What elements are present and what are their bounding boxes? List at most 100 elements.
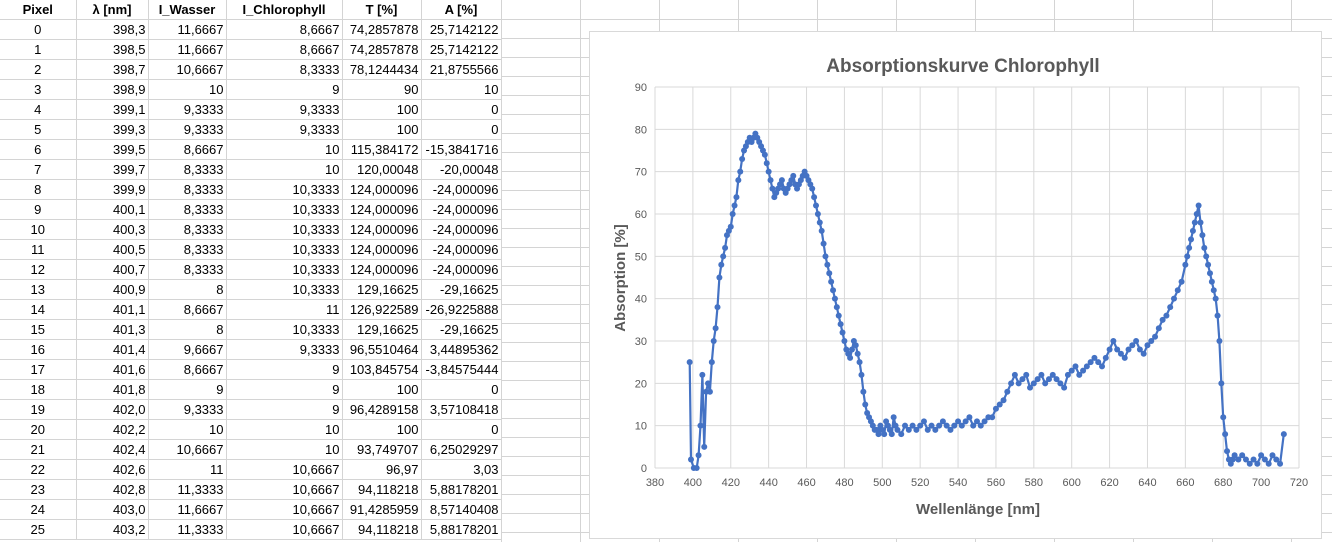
header-cell[interactable]: Pixel: [0, 0, 77, 20]
data-point[interactable]: [687, 456, 694, 463]
data-point[interactable]: [970, 422, 977, 429]
table-cell[interactable]: 78,1244434: [342, 59, 422, 80]
data-point[interactable]: [958, 422, 965, 429]
data-point[interactable]: [733, 194, 740, 201]
table-cell[interactable]: 90: [342, 79, 422, 100]
table-cell[interactable]: 8,3333: [226, 59, 343, 80]
header-cell[interactable]: λ [nm]: [76, 0, 149, 20]
table-cell[interactable]: 126,922589: [342, 299, 422, 320]
data-point[interactable]: [1170, 295, 1177, 302]
data-point[interactable]: [1188, 236, 1195, 243]
table-cell[interactable]: 5: [0, 119, 77, 140]
data-point[interactable]: [1218, 380, 1225, 387]
data-point[interactable]: [875, 431, 882, 438]
data-point[interactable]: [839, 329, 846, 336]
table-cell[interactable]: 6,25029297: [421, 439, 502, 460]
data-point[interactable]: [841, 338, 848, 344]
data-point[interactable]: [1076, 371, 1083, 378]
data-point[interactable]: [1193, 211, 1200, 217]
data-point[interactable]: [992, 405, 999, 412]
data-point[interactable]: [1038, 371, 1045, 378]
data-point[interactable]: [1258, 452, 1265, 459]
data-point[interactable]: [1099, 363, 1106, 370]
table-cell[interactable]: 124,000096: [342, 219, 422, 240]
data-point[interactable]: [1163, 312, 1170, 319]
table-cell[interactable]: 8: [148, 319, 227, 340]
table-cell[interactable]: 10,6667: [226, 519, 343, 540]
table-cell[interactable]: 96,97: [342, 459, 422, 480]
data-point[interactable]: [765, 168, 772, 175]
table-cell[interactable]: 400,3: [76, 219, 149, 240]
table-row[interactable]: 16 401,4 9,6667 9,3333 96,5510464 3,44895362: [0, 339, 502, 360]
data-point[interactable]: [943, 422, 950, 429]
table-row[interactable]: 23 402,8 11,3333 10,6667 94,118218 5,88178201: [0, 479, 502, 500]
table-cell[interactable]: 115,384172: [342, 139, 422, 160]
data-point[interactable]: [1008, 380, 1015, 387]
data-point[interactable]: [928, 422, 935, 429]
data-point[interactable]: [1091, 354, 1098, 361]
table-cell[interactable]: 400,1: [76, 199, 149, 220]
data-point[interactable]: [830, 287, 837, 294]
table-cell[interactable]: 11,6667: [148, 19, 227, 40]
data-point[interactable]: [820, 240, 827, 247]
data-point[interactable]: [1023, 371, 1030, 378]
table-cell[interactable]: 124,000096: [342, 179, 422, 200]
table-cell[interactable]: 8,6667: [148, 139, 227, 160]
table-cell[interactable]: 9: [226, 359, 343, 380]
data-point[interactable]: [778, 177, 785, 184]
data-point[interactable]: [767, 177, 774, 184]
table-cell[interactable]: 12: [0, 259, 77, 280]
table-cell[interactable]: 10,3333: [226, 239, 343, 260]
table-cell[interactable]: 399,5: [76, 139, 149, 160]
table-cell[interactable]: 91,4285959: [342, 499, 422, 520]
data-point[interactable]: [1273, 456, 1280, 463]
table-row[interactable]: 19 402,0 9,3333 9 96,4289158 3,57108418: [0, 399, 502, 420]
data-point[interactable]: [847, 354, 854, 361]
data-point[interactable]: [1197, 219, 1204, 226]
data-point[interactable]: [924, 426, 931, 433]
data-point[interactable]: [1195, 202, 1202, 209]
table-row[interactable]: 9 400,1 8,3333 10,3333 124,000096 -24,000096: [0, 199, 502, 220]
table-row[interactable]: 20 402,2 10 10 100 0: [0, 419, 502, 440]
data-point[interactable]: [1201, 244, 1208, 251]
data-point[interactable]: [1045, 376, 1052, 383]
data-point[interactable]: [695, 452, 702, 459]
data-point[interactable]: [1235, 456, 1242, 463]
table-cell[interactable]: 10,3333: [226, 179, 343, 200]
table-row[interactable]: 6 399,5 8,6667 10 115,384172 -15,3841716: [0, 139, 502, 160]
data-point[interactable]: [1140, 350, 1147, 357]
table-cell[interactable]: 0: [421, 379, 502, 400]
data-point[interactable]: [862, 401, 869, 408]
table-cell[interactable]: 10,6667: [148, 59, 227, 80]
data-point[interactable]: [722, 244, 729, 251]
table-cell[interactable]: -24,000096: [421, 199, 502, 220]
header-cell[interactable]: A [%]: [421, 0, 502, 20]
data-point[interactable]: [710, 338, 717, 344]
data-point[interactable]: [712, 325, 719, 332]
data-point[interactable]: [932, 426, 939, 433]
table-cell[interactable]: 20: [0, 419, 77, 440]
table-cell[interactable]: 10,6667: [226, 479, 343, 500]
data-point[interactable]: [1189, 227, 1196, 234]
data-point[interactable]: [1095, 359, 1102, 366]
data-point[interactable]: [902, 422, 909, 429]
data-point[interactable]: [856, 359, 863, 366]
data-point[interactable]: [822, 253, 829, 260]
table-cell[interactable]: 21,8755566: [421, 59, 502, 80]
table-cell[interactable]: 100: [342, 419, 422, 440]
data-point[interactable]: [1254, 460, 1261, 467]
data-point[interactable]: [763, 160, 770, 167]
table-cell[interactable]: 9,3333: [226, 339, 343, 360]
header-row[interactable]: Pixel λ [nm] I_Wasser I_Chlorophyll T [%] A […: [0, 0, 502, 20]
data-point[interactable]: [1280, 431, 1287, 438]
data-point[interactable]: [714, 304, 721, 311]
table-cell[interactable]: 2: [0, 59, 77, 80]
data-point[interactable]: [1199, 232, 1206, 239]
table-cell[interactable]: 10: [226, 419, 343, 440]
table-cell[interactable]: 8: [148, 279, 227, 300]
data-point[interactable]: [1261, 456, 1268, 463]
table-row[interactable]: 24 403,0 11,6667 10,6667 91,4285959 8,5714040…: [0, 499, 502, 520]
table-row[interactable]: 4 399,1 9,3333 9,3333 100 0: [0, 99, 502, 120]
table-cell[interactable]: 22: [0, 459, 77, 480]
data-point[interactable]: [898, 431, 905, 438]
